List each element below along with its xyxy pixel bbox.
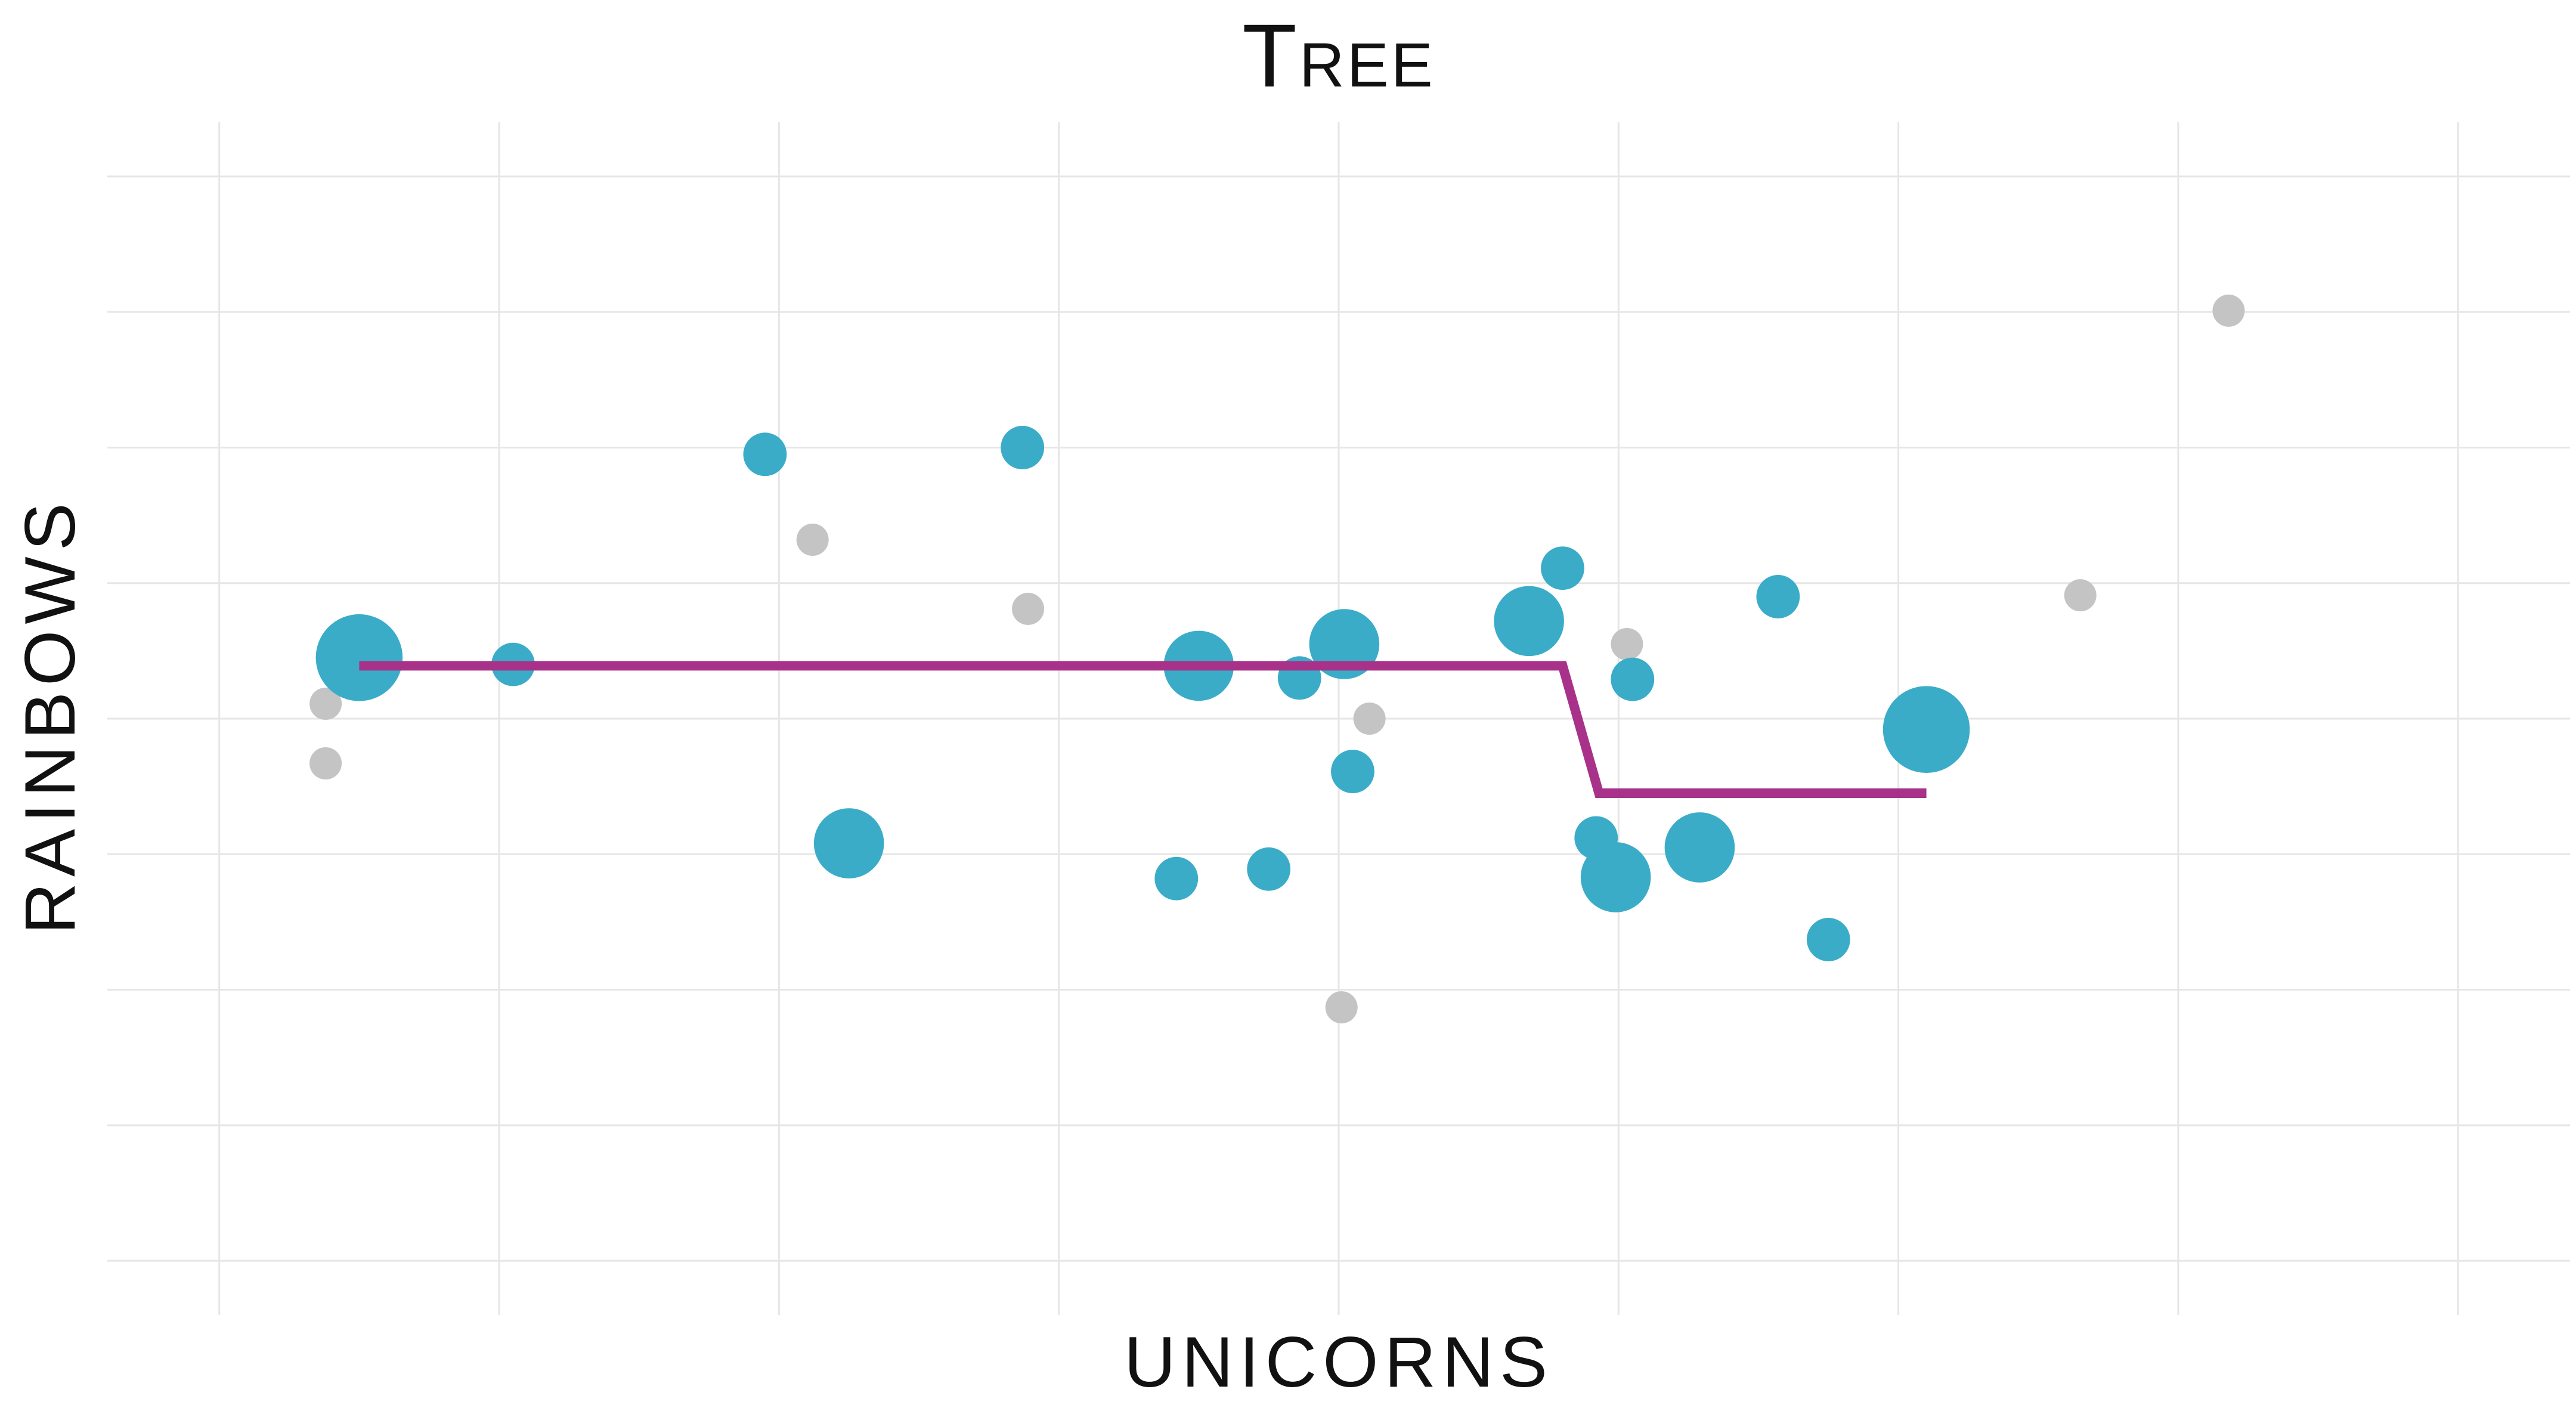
other-point-4 [1325,991,1358,1024]
highlight-point-16 [1664,812,1735,883]
highlight-point-7 [1247,847,1291,891]
highlight-point-18 [1806,918,1850,961]
other-points-group [309,294,2245,1024]
highlight-point-3 [813,808,884,878]
other-point-0 [309,688,342,720]
highlight-point-14 [1580,842,1651,912]
highlight-point-10 [1331,750,1374,794]
chart-title: Tree [1242,5,1435,106]
highlight-point-15 [1611,657,1655,701]
highlight-point-11 [1494,586,1564,657]
other-point-8 [2212,294,2245,327]
other-point-2 [796,524,829,556]
highlight-point-4 [1001,426,1045,469]
y-axis-label: RAINBOWS [10,497,90,934]
highlight-point-0 [315,614,403,701]
highlight-points-group [315,426,1970,961]
highlight-point-17 [1756,575,1800,618]
other-point-1 [309,747,342,779]
highlight-point-19 [1883,686,1970,773]
highlight-point-5 [1154,856,1199,901]
highlight-point-12 [1541,546,1584,590]
x-axis-label: UNICORNS [1124,1322,1553,1402]
highlight-point-2 [743,432,787,477]
horizontal-gridlines [107,175,2570,1262]
fit-line [359,661,1927,798]
other-point-6 [1611,628,1643,660]
other-point-5 [1353,703,1386,735]
other-point-7 [2064,579,2097,612]
other-point-3 [1012,592,1045,625]
